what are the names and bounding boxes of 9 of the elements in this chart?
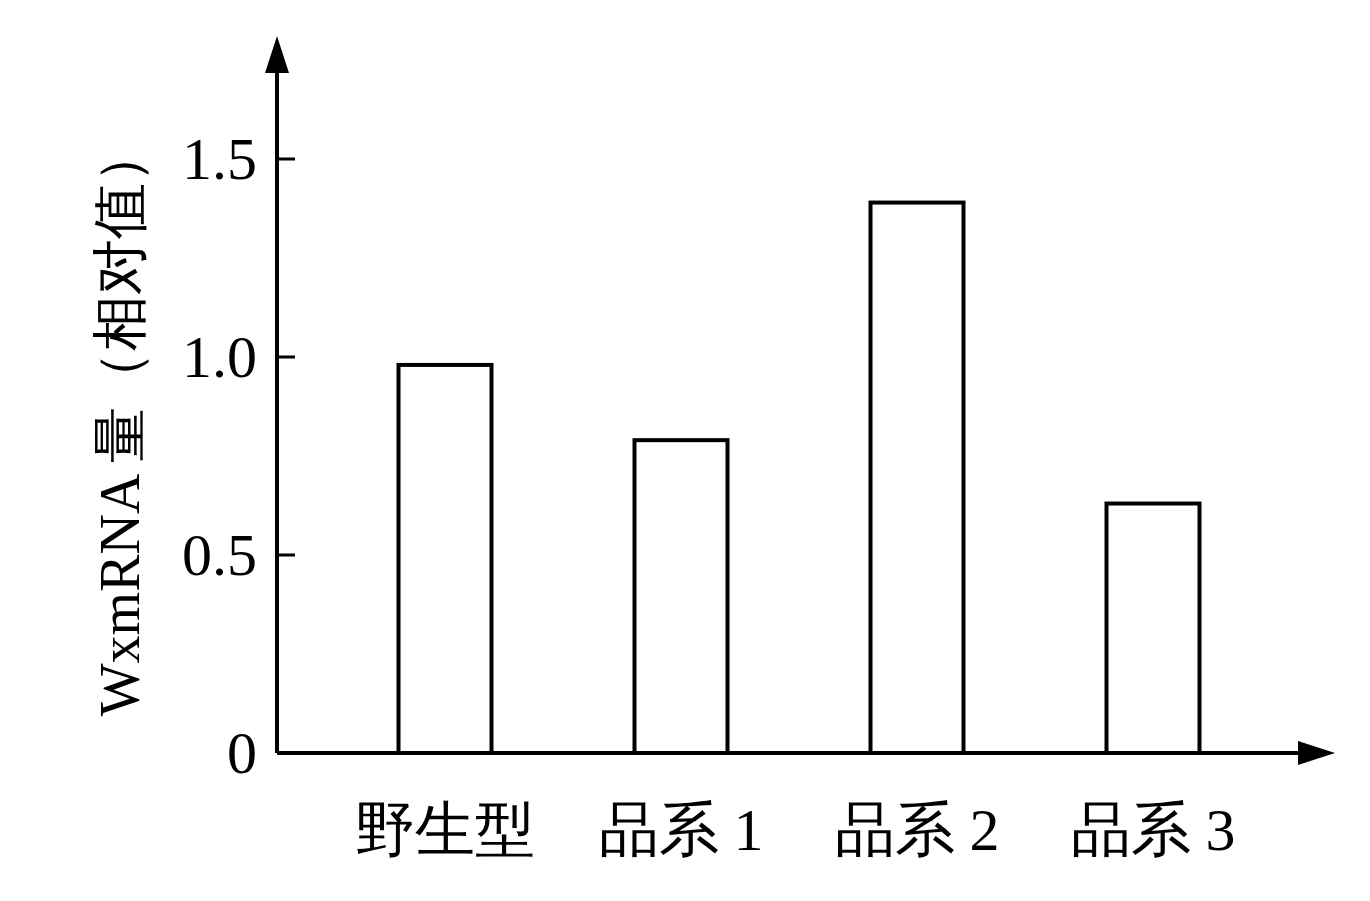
y-tick-label: 1.5 — [182, 126, 257, 192]
y-tick-label: 0.5 — [182, 522, 257, 588]
x-tick-label: 品系 3 — [1070, 797, 1236, 863]
x-tick-label: 品系 2 — [834, 797, 1000, 863]
x-tick-label: 品系 1 — [598, 797, 764, 863]
y-axis-title: WxmRNA 量（相对值） — [89, 126, 151, 717]
x-tick-label: 野生型 — [355, 797, 535, 863]
y-tick-label: 1.0 — [182, 324, 257, 390]
y-tick-label: 0 — [227, 720, 257, 786]
